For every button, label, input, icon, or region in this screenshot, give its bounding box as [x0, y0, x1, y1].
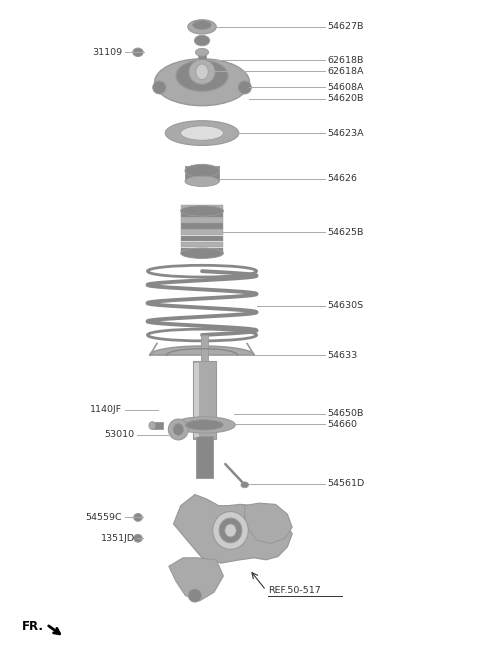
Text: 62618A: 62618A — [328, 66, 364, 76]
Bar — [180, 205, 223, 211]
Ellipse shape — [241, 482, 249, 487]
Text: 54620B: 54620B — [328, 94, 364, 103]
Ellipse shape — [149, 422, 156, 430]
Ellipse shape — [219, 518, 242, 543]
Ellipse shape — [194, 35, 210, 46]
Text: 54660: 54660 — [328, 420, 358, 429]
Text: 54608A: 54608A — [328, 83, 364, 92]
Ellipse shape — [180, 126, 223, 140]
Text: 54633: 54633 — [328, 351, 358, 360]
Ellipse shape — [185, 176, 219, 187]
Text: 54626: 54626 — [328, 174, 358, 183]
Ellipse shape — [173, 424, 183, 436]
Bar — [201, 335, 208, 361]
Text: 54561D: 54561D — [328, 479, 365, 488]
Ellipse shape — [213, 512, 248, 549]
Text: 1351JD: 1351JD — [100, 533, 135, 543]
Bar — [180, 229, 223, 235]
Text: 54630S: 54630S — [328, 301, 364, 310]
Ellipse shape — [133, 48, 143, 57]
Bar — [180, 217, 223, 223]
Ellipse shape — [153, 81, 166, 94]
Text: 54623A: 54623A — [328, 129, 364, 137]
Ellipse shape — [134, 514, 142, 521]
Bar — [180, 236, 223, 241]
Text: FR.: FR. — [22, 620, 44, 633]
Bar — [180, 223, 223, 229]
Ellipse shape — [185, 164, 219, 177]
Ellipse shape — [238, 81, 252, 94]
Text: 31109: 31109 — [92, 48, 122, 57]
Ellipse shape — [192, 20, 212, 30]
Text: 54627B: 54627B — [328, 22, 364, 32]
Bar — [193, 361, 216, 440]
Bar — [198, 55, 206, 64]
Text: 53010: 53010 — [105, 430, 135, 439]
Ellipse shape — [174, 417, 235, 433]
Ellipse shape — [185, 420, 223, 430]
Ellipse shape — [189, 59, 215, 84]
Bar — [196, 436, 213, 478]
Text: 54559C: 54559C — [86, 513, 122, 522]
Bar — [194, 363, 199, 438]
Bar — [152, 422, 163, 429]
Ellipse shape — [188, 589, 202, 602]
Bar — [185, 166, 219, 181]
Ellipse shape — [155, 59, 250, 106]
Bar — [180, 248, 223, 253]
Ellipse shape — [195, 49, 209, 57]
Ellipse shape — [165, 121, 239, 145]
Ellipse shape — [180, 248, 223, 258]
Text: 54625B: 54625B — [328, 227, 364, 237]
Ellipse shape — [176, 60, 228, 91]
Ellipse shape — [134, 534, 142, 542]
Text: 1140JF: 1140JF — [90, 405, 122, 415]
Ellipse shape — [168, 419, 188, 440]
Text: 62618B: 62618B — [328, 56, 364, 64]
Ellipse shape — [188, 20, 216, 34]
Text: REF.50-517: REF.50-517 — [268, 586, 321, 595]
Text: 54650B: 54650B — [328, 409, 364, 419]
Polygon shape — [169, 558, 223, 600]
Bar — [180, 242, 223, 247]
Bar — [180, 212, 223, 217]
Ellipse shape — [196, 64, 208, 79]
Polygon shape — [245, 503, 292, 543]
Ellipse shape — [180, 206, 223, 216]
Polygon shape — [174, 495, 292, 563]
Ellipse shape — [225, 524, 236, 537]
